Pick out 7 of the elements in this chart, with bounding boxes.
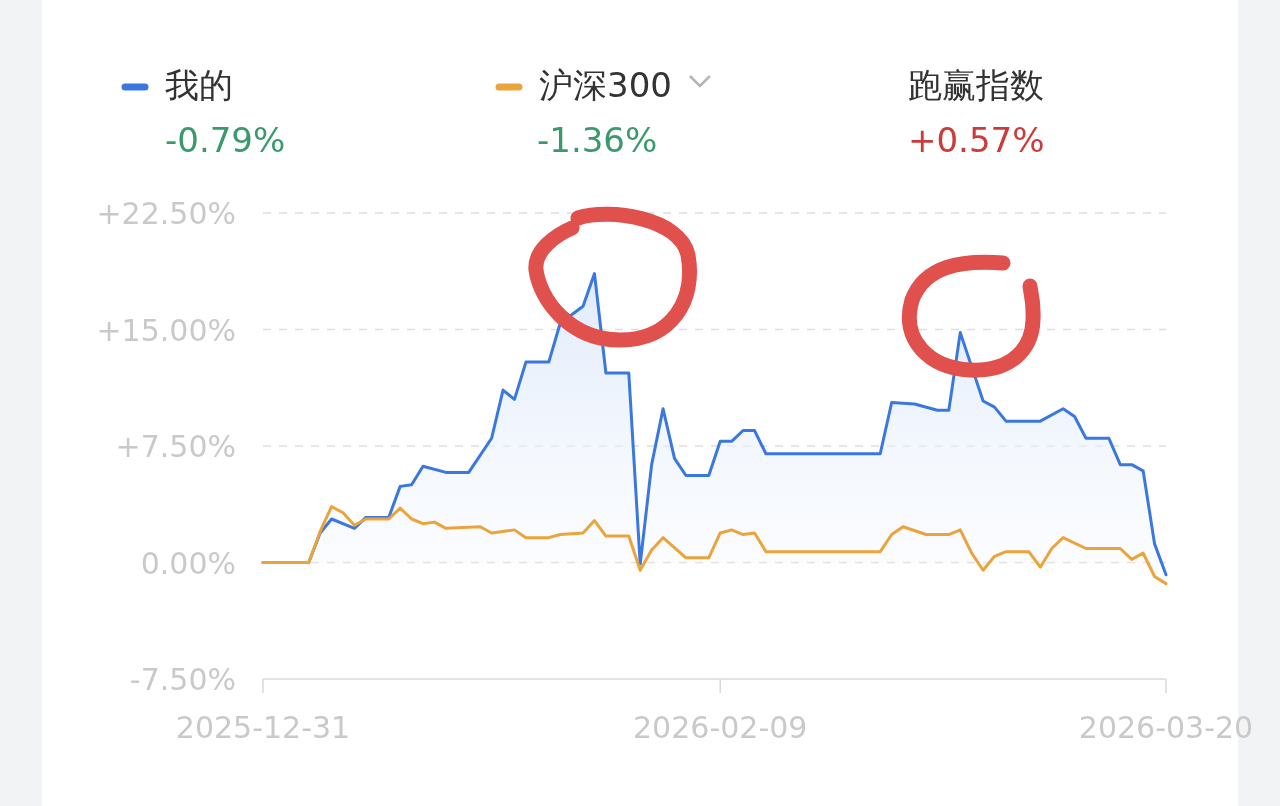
text: +0.57% (908, 120, 1045, 160)
legend-label: 我的 (165, 65, 233, 105)
text: -0.79% (165, 120, 286, 160)
line-series (261, 505, 1168, 586)
text: -1.36% (537, 120, 658, 160)
legend-label: 沪深300 (539, 65, 672, 105)
text: 跑赢指数 (908, 65, 1044, 105)
